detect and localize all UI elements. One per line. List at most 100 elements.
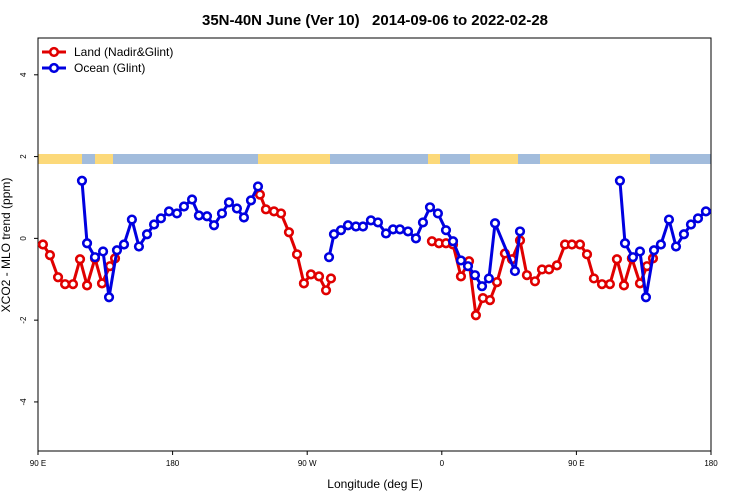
land-strip xyxy=(38,154,82,164)
data-point xyxy=(96,278,108,289)
data-point xyxy=(283,227,295,238)
data-point xyxy=(440,225,452,236)
data-point xyxy=(155,213,167,224)
data-point xyxy=(37,239,49,250)
data-point xyxy=(588,273,599,284)
data-point xyxy=(252,181,264,192)
data-point xyxy=(89,252,101,263)
data-point xyxy=(97,246,109,257)
data-point xyxy=(611,254,623,265)
data-point xyxy=(596,279,608,290)
data-point xyxy=(483,273,495,284)
data-point xyxy=(323,252,335,263)
data-point xyxy=(700,206,712,217)
data-point xyxy=(305,269,317,280)
data-point xyxy=(291,249,303,260)
data-point xyxy=(298,278,310,289)
data-point xyxy=(178,201,190,212)
y-axis-label: XCO2 - MLO trend (ppm) xyxy=(0,178,13,313)
data-point xyxy=(313,271,325,282)
data-point xyxy=(670,241,682,252)
data-point xyxy=(529,276,541,287)
data-point xyxy=(357,221,369,232)
data-point xyxy=(325,273,337,284)
land-sea-strip xyxy=(38,154,711,164)
data-point xyxy=(372,217,384,228)
data-point xyxy=(126,214,138,225)
data-point xyxy=(685,219,697,230)
data-point xyxy=(627,252,639,263)
data-point xyxy=(111,245,123,256)
data-point xyxy=(432,208,444,219)
data-point xyxy=(574,239,586,250)
data-point xyxy=(514,226,526,237)
data-point xyxy=(455,255,467,266)
y-tick-label: -2 xyxy=(19,316,28,324)
data-point xyxy=(417,217,429,228)
y-tick-label: 4 xyxy=(19,72,28,77)
data-point xyxy=(455,271,467,282)
x-axis-label: Longitude (deg E) xyxy=(327,477,422,491)
x-tick-label: 180 xyxy=(166,459,180,468)
data-point xyxy=(171,208,183,219)
data-point xyxy=(692,213,704,224)
legend-marker xyxy=(48,46,60,58)
data-point xyxy=(245,195,257,206)
land-strip xyxy=(428,154,440,164)
data-point xyxy=(133,241,145,252)
data-point xyxy=(424,202,436,213)
data-point xyxy=(618,280,630,291)
data-point xyxy=(118,239,130,250)
data-point xyxy=(509,265,521,277)
data-point xyxy=(238,212,250,223)
legend-marker xyxy=(48,62,60,74)
data-point xyxy=(231,203,243,214)
data-point xyxy=(402,226,414,237)
data-point xyxy=(648,245,660,256)
data-point xyxy=(328,229,340,240)
x-tick-label: 90 E xyxy=(30,459,46,468)
data-point xyxy=(223,197,235,208)
data-point xyxy=(342,220,354,231)
land-strip xyxy=(258,154,330,164)
data-point xyxy=(678,229,690,240)
data-point xyxy=(201,211,213,222)
x-tick-label: 180 xyxy=(704,459,718,468)
data-point xyxy=(76,175,88,186)
data-point xyxy=(476,281,488,292)
data-point xyxy=(44,250,56,261)
data-point xyxy=(74,254,86,265)
data-point xyxy=(489,218,501,229)
data-point xyxy=(81,238,93,249)
data-point xyxy=(380,228,392,239)
x-tick-label: 90 W xyxy=(298,459,317,468)
data-point xyxy=(81,280,93,291)
x-tick-label: 0 xyxy=(440,459,445,468)
data-point xyxy=(469,270,481,281)
y-tick-label: -4 xyxy=(19,398,28,406)
data-point xyxy=(619,238,631,249)
y-tick-label: 2 xyxy=(19,154,28,159)
data-point xyxy=(67,279,79,290)
data-point xyxy=(254,189,266,200)
data-point xyxy=(335,225,347,236)
data-point xyxy=(484,295,496,306)
data-point xyxy=(163,206,175,217)
data-point xyxy=(447,236,459,247)
data-point xyxy=(148,219,160,230)
data-point xyxy=(394,224,406,235)
data-point xyxy=(52,272,64,283)
data-point xyxy=(604,279,616,290)
data-point xyxy=(275,208,287,219)
data-point xyxy=(655,239,666,250)
data-point xyxy=(663,214,675,225)
land-strip xyxy=(95,154,113,164)
data-point xyxy=(614,175,626,186)
data-point xyxy=(543,264,555,275)
data-point xyxy=(320,285,332,296)
data-point xyxy=(260,204,272,215)
y-tick-label: 0 xyxy=(19,236,28,241)
legend-label: Land (Nadir&Glint) xyxy=(74,45,173,59)
data-point xyxy=(216,208,228,219)
